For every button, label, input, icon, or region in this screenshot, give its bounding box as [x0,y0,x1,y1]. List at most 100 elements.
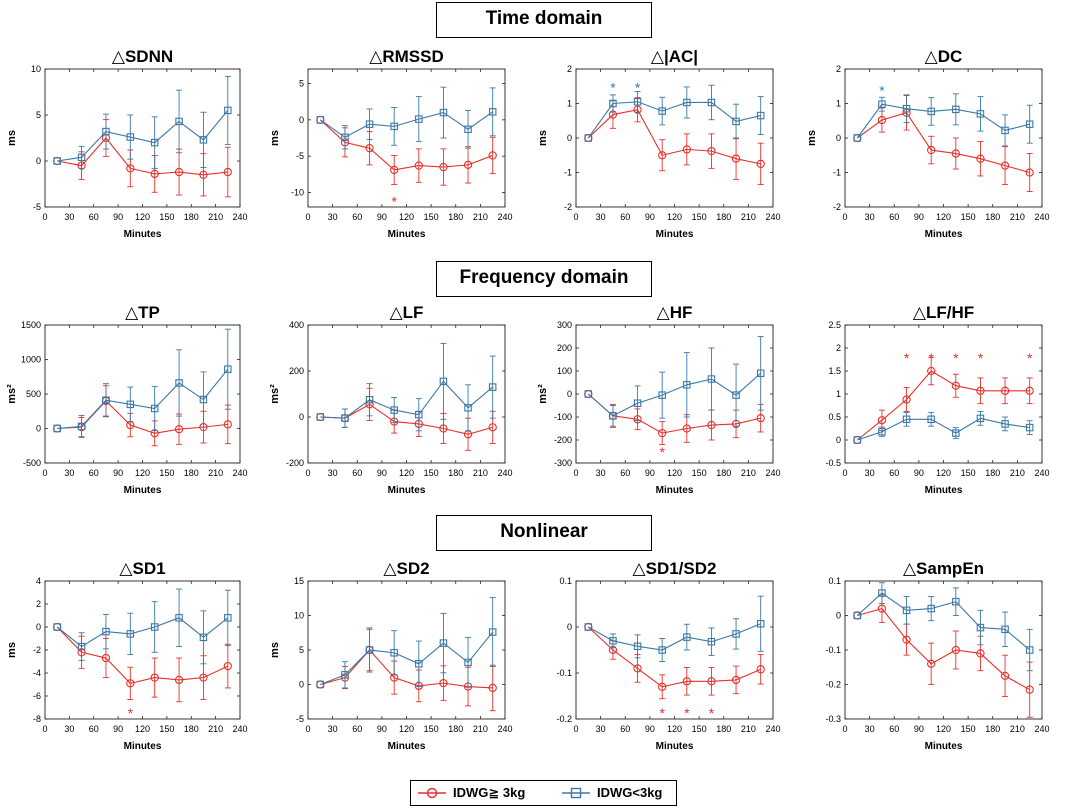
chart-sd1-x-axis-label: Minutes [124,741,162,752]
chart-hf-y-tick-label: -300 [554,458,572,468]
chart-sdnn-x-tick-label: 240 [232,212,247,222]
chart-dc-x-tick-label: 180 [985,212,1000,222]
chart-lf-hf-significance-star: * [953,350,959,366]
chart-sampen-series-blue-point [853,611,862,620]
chart-sd1-y-tick-label: 2 [36,599,41,609]
chart-dc-axes-box [844,68,1043,208]
chart-sd1-sd2-series-blue-point [732,630,740,638]
chart-ac-y-tick-label: -1 [564,168,572,178]
chart-ac-significance-star: * [610,79,616,95]
chart-sampen-x-tick-label: 240 [1034,724,1049,734]
chart-sd2-x-tick-label: 30 [328,724,338,734]
chart-rmssd-x-tick-label: 240 [497,212,512,222]
chart-tp-x-axis-label: Minutes [124,485,162,496]
chart-rmssd-series-red-point [463,160,473,170]
chart-lf-series-blue-point [316,413,325,421]
chart-tp-x-tick-label: 120 [135,468,150,478]
chart-sd1-sd2: 0 30 60 90 120 150 180 210 240 -0.2 -0.1 0 0.1 △SD1/S… [556,559,780,752]
chart-dc-y-axis-label: ms [806,130,818,146]
chart-tp-x-tick-label: 60 [89,468,99,478]
chart-lf-y-tick-label: 400 [289,320,304,330]
chart-rmssd-series-red-point [488,151,497,160]
chart-sampen-x-tick-label: 150 [961,724,976,734]
chart-hf-significance-star: * [659,444,665,460]
chart-tp-x-tick-label: 150 [159,468,174,478]
chart-sampen-x-tick-label: 210 [1010,724,1025,734]
chart-hf: 0 30 60 90 120 150 180 210 240 -300 -200 -100 0 100 20… [537,303,781,496]
chart-lf-hf-series-blue-point [1001,420,1009,428]
chart-hf-x-tick-label: 90 [645,468,655,478]
chart-sd1-y-axis-label: ms [6,642,18,658]
chart-tp-y-tick-label: -500 [23,458,41,468]
chart-rmssd-series-blue-point [341,133,349,142]
chart-sdnn-x-tick-label: 150 [159,212,174,222]
chart-sampen-series-red-point [976,649,985,658]
chart-lf-hf-x-axis-label: Minutes [925,485,963,496]
chart-lf-hf-series-red-point [877,416,887,425]
chart-dc-series-red-point [976,154,985,163]
chart-ac-series-blue-point [584,134,593,142]
chart-sd2-y-tick-label: 5 [299,645,304,655]
chart-ac-series-blue-line [587,101,761,139]
chart-tp-axes-box [44,324,241,464]
chart-rmssd-series-blue-point [488,108,497,116]
chart-sd2-x-tick-label: 0 [305,724,310,734]
section-title-nonlinear: Nonlinear [436,515,652,551]
chart-sd2-x-axis-label: Minutes [388,741,426,752]
chart-dc-y-tick-label: 0 [836,133,841,143]
chart-rmssd-series-blue-point [365,120,374,128]
chart-lf-x-tick-label: 60 [352,468,362,478]
chart-dc-x-tick-label: 210 [1010,212,1025,222]
chart-sd1-sd2-series-blue-point [683,633,691,641]
chart-sdnn-series-blue-point [224,106,232,115]
chart-hf-series-blue-point [658,391,666,399]
chart-tp-series-blue-point [199,395,208,404]
chart-sd1-sd2-series-red-point [707,677,716,686]
chart-tp-x-tick-label: 0 [42,468,47,478]
chart-sd2-x-tick-label: 150 [424,724,439,734]
chart-sdnn-series-red-point [223,167,232,177]
chart-sd1-sd2-series-blue-point [658,646,666,654]
chart-ac-series-blue-point [658,107,666,115]
chart-ac-series-blue-point [609,99,617,108]
chart-tp-series-blue-point [150,404,159,413]
chart-sd2-x-tick-label: 240 [497,724,512,734]
chart-sd1-sd2-series-red-point [658,682,667,691]
chart-hf-x-tick-label: 150 [692,468,707,478]
chart-sd1-sd2-series-blue-line [588,623,761,651]
chart-rmssd-axes-box [307,68,506,208]
chart-lf-hf-x-tick-label: 90 [914,468,924,478]
chart-sd2-x-tick-label: 210 [473,724,488,734]
chart-sampen-series-blue-point [878,589,886,597]
chart-sd1-series-blue-point [175,614,183,622]
chart-dc-x-tick-label: 150 [961,212,976,222]
chart-lf-hf: 0 30 60 90 120 150 180 210 240-0.500.511.522.5△L… [825,303,1049,496]
chart-sd1-sd2-y-tick-label: -0.2 [556,714,572,724]
chart-sd1-sd2-title: △SD1/SD2 [633,559,717,578]
chart-sampen-series-blue-point [1025,646,1034,654]
chart-rmssd-series-blue-point [390,122,398,131]
chart-hf-y-tick-label: -100 [554,412,572,422]
chart-sampen-series-blue-point [1001,625,1009,634]
chart-lf-series-blue-point [341,414,349,422]
chart-ac-y-tick-label: 0 [567,133,572,143]
chart-lf-hf-x-tick-label: 240 [1034,468,1049,478]
chart-sd1-sd2-series-blue-point [609,637,617,645]
chart-sd1-x-tick-label: 240 [232,724,247,734]
chart-hf-series-blue-point [707,375,716,383]
chart-sdnn-series-red-point [150,169,159,179]
chart-sd2-y-tick-label: 10 [294,611,304,621]
legend-blue-square-icon [562,787,590,799]
chart-sampen-series-red-point [1025,685,1034,694]
chart-hf-series-red-point [658,428,667,438]
chart-sampen-series-red-point [877,604,887,613]
chart-ac-series-red-point [756,159,765,169]
chart-tp-series-red-point [223,420,232,429]
chart-sd1-sd2-series-blue-point [707,637,716,646]
chart-ac-significance-star: * [635,79,641,95]
chart-sd1-sd2-series-red-point [633,664,642,673]
chart-sampen-series-blue-line [856,592,1031,651]
chart-hf-y-axis-label: ms² [537,384,549,404]
chart-lf-x-tick-label: 90 [377,468,387,478]
chart-tp-title: △TP [125,303,160,322]
